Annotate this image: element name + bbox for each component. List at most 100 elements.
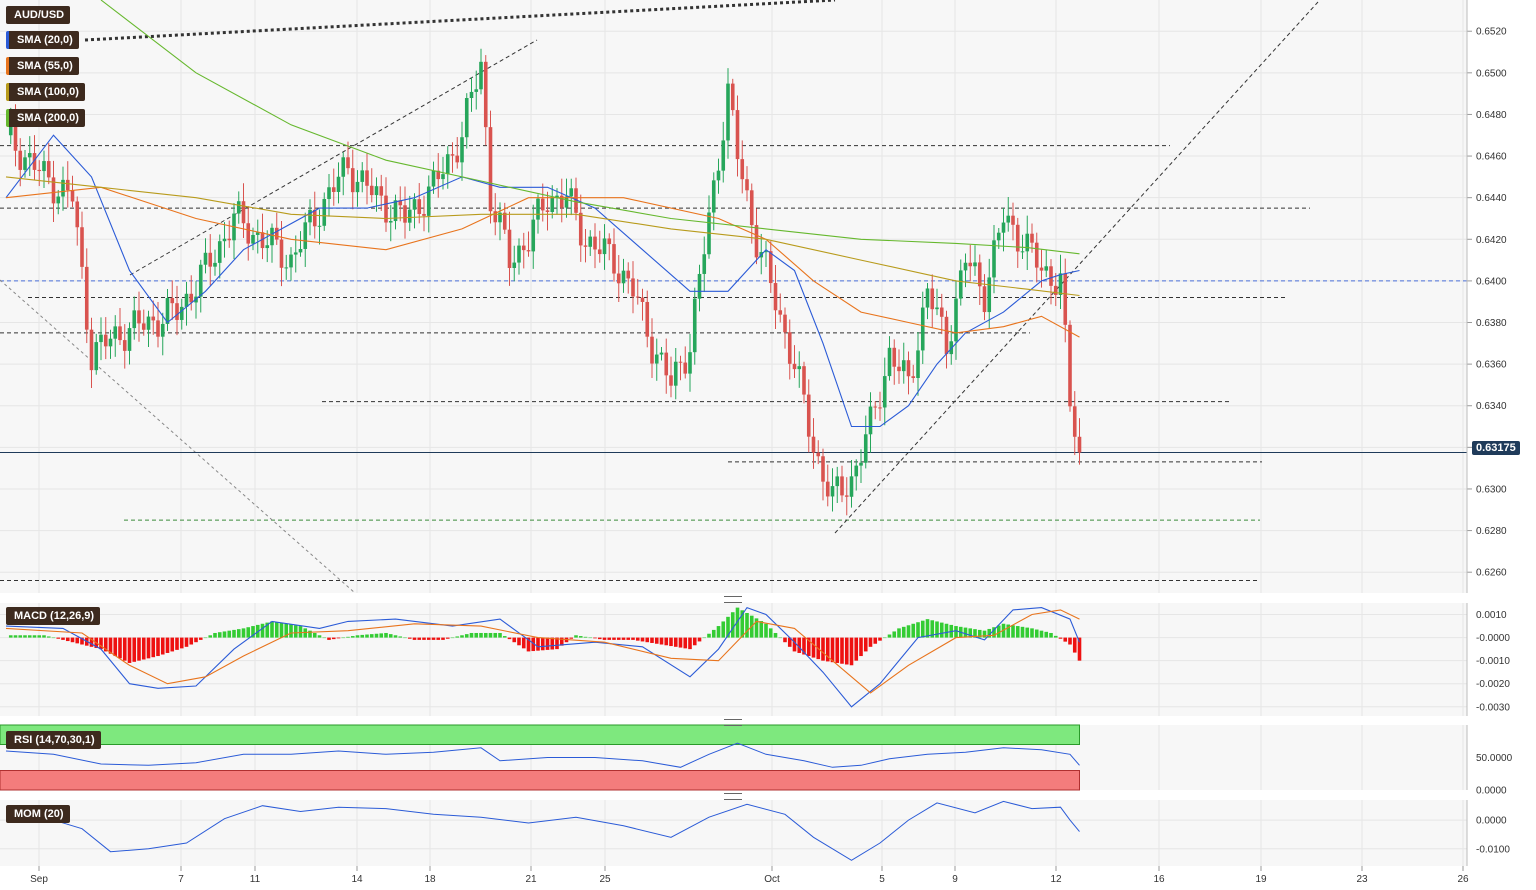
candle-body [806, 394, 811, 437]
macd-histogram-bar [208, 635, 213, 638]
x-tick-label: 21 [525, 874, 537, 885]
symbol-label[interactable]: AUD/USD [6, 6, 71, 24]
macd-histogram-bar [930, 620, 935, 638]
candle-body [559, 195, 564, 208]
macd-histogram-bar [569, 637, 574, 639]
macd-histogram-bar [203, 637, 208, 639]
candle-body [635, 296, 640, 298]
candle-body [730, 83, 735, 111]
mom-label[interactable]: MOM (20) [6, 805, 70, 823]
macd-histogram-bar [821, 637, 825, 661]
candle-body [977, 262, 982, 287]
macd-histogram-bar [360, 634, 365, 638]
candle-body [217, 241, 222, 263]
macd-histogram-bar [1034, 629, 1039, 638]
macd-histogram-bar [878, 637, 882, 641]
candle-body [1063, 273, 1068, 325]
macd-histogram-bar [773, 632, 778, 638]
candle-body [441, 174, 445, 180]
macd-histogram-bar [659, 637, 664, 645]
candle-body [279, 239, 284, 268]
macd-histogram-bar [635, 637, 640, 641]
candle-body [916, 350, 920, 378]
candle-body [920, 307, 925, 351]
candle-body [768, 251, 773, 284]
macd-histogram-bar [640, 637, 645, 642]
candle-body [954, 298, 958, 342]
macd-histogram-bar [963, 627, 968, 638]
macd-histogram-bar [132, 637, 137, 662]
macd-histogram-bar [23, 635, 27, 638]
sma55-label[interactable]: SMA (55,0) [6, 57, 79, 75]
candle-body [165, 298, 170, 324]
sma200-label[interactable]: SMA (200,0) [6, 109, 85, 127]
macd-histogram-bar [450, 637, 455, 639]
x-tick-label: 11 [250, 874, 261, 885]
macd-histogram-bar [764, 623, 768, 638]
long-trendline [84, 0, 836, 42]
candle-body [626, 270, 631, 279]
macd-histogram-bar [1068, 637, 1072, 645]
candle-body [873, 406, 878, 408]
candle-body [512, 262, 517, 268]
macd-histogram-bar [417, 637, 422, 640]
macd-histogram-bar [517, 637, 521, 646]
candle-body [593, 236, 597, 250]
candle-body [958, 270, 963, 299]
candle-body [925, 288, 930, 308]
macd-histogram-bar [688, 637, 692, 650]
candle-body [901, 360, 906, 372]
macd-histogram-bar [436, 637, 441, 640]
candle-body [13, 122, 18, 151]
macd-histogram-bar [1025, 627, 1030, 638]
sma20-label[interactable]: SMA (20,0) [6, 31, 79, 49]
candle-body [75, 201, 80, 228]
candle-body [754, 225, 759, 258]
macd-histogram-bar [279, 622, 284, 638]
macd-label[interactable]: MACD (12,26,9) [6, 607, 101, 625]
macd-histogram-bar [165, 637, 170, 653]
mom-panel-bg [0, 800, 1467, 866]
macd-histogram-bar [108, 637, 113, 654]
candle-body [184, 293, 189, 307]
macd-histogram-bar [426, 637, 431, 640]
macd-resize-handle[interactable] [724, 596, 742, 603]
macd-histogram-bar [730, 612, 735, 638]
macd-histogram-bar [170, 637, 175, 652]
macd-histogram-bar [935, 621, 939, 638]
candle-body [654, 354, 659, 364]
mom-resize-handle[interactable] [724, 793, 742, 800]
candle-body [56, 196, 61, 204]
candle-body [255, 232, 260, 235]
candle-body [825, 481, 830, 497]
macd-histogram-bar [559, 637, 564, 646]
macd-histogram-bar [469, 632, 474, 638]
candle-body [930, 288, 935, 310]
macd-histogram-bar [403, 637, 407, 639]
candle-body [208, 252, 213, 267]
candle-body [1011, 215, 1015, 225]
candle-body [464, 98, 469, 138]
rsi-resize-handle[interactable] [724, 719, 742, 726]
macd-histogram-bar [1020, 626, 1025, 638]
macd-histogram-bar [498, 632, 502, 638]
candle-body [659, 352, 664, 355]
candle-body [531, 219, 536, 252]
candle-body [797, 366, 802, 370]
candle-body [1068, 324, 1072, 407]
candle-body [379, 186, 384, 196]
candle-body [346, 157, 350, 169]
rsi-label[interactable]: RSI (14,70,30,1) [6, 731, 101, 749]
rsi-tick-label: 50.0000 [1476, 753, 1513, 764]
macd-histogram-bar [113, 637, 118, 657]
sma100-label[interactable]: SMA (100,0) [6, 83, 85, 101]
candle-body [488, 127, 493, 212]
macd-histogram-bar [783, 637, 787, 643]
macd-histogram-bar [422, 637, 426, 640]
macd-histogram-bar [265, 622, 270, 638]
macd-histogram-bar [175, 637, 179, 650]
candle-body [61, 179, 65, 197]
x-tick-label: 12 [1050, 874, 1062, 885]
macd-histogram-bar [897, 628, 901, 638]
candle-body [939, 307, 944, 317]
